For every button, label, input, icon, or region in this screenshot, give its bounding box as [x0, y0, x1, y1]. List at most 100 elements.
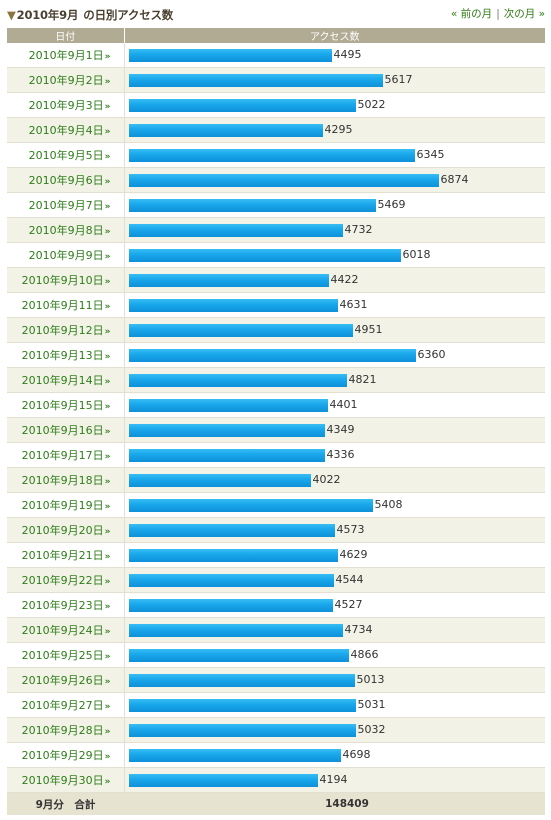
next-month-link[interactable]: 次の月 » [503, 8, 545, 20]
date-cell[interactable]: 2010年9月7日» [7, 192, 125, 218]
access-bar [128, 399, 328, 412]
date-link[interactable]: 2010年9月21日 [21, 549, 104, 562]
date-cell[interactable]: 2010年9月11日» [7, 292, 125, 318]
prev-month-link[interactable]: « 前の月 [450, 8, 493, 20]
bar-cell: 4295 [124, 117, 545, 143]
bar-cell: 4422 [124, 267, 545, 293]
date-link[interactable]: 2010年9月8日 [28, 224, 104, 237]
date-link[interactable]: 2010年9月20日 [21, 524, 104, 537]
nav-separator: | [496, 8, 500, 20]
raquo-icon: » [104, 77, 111, 87]
date-link[interactable]: 2010年9月23日 [21, 599, 104, 612]
raquo-icon: » [104, 252, 111, 262]
date-cell[interactable]: 2010年9月30日» [7, 767, 125, 793]
date-cell[interactable]: 2010年9月24日» [7, 617, 125, 643]
date-cell[interactable]: 2010年9月16日» [7, 417, 125, 443]
date-cell[interactable]: 2010年9月29日» [7, 742, 125, 768]
date-cell[interactable]: 2010年9月21日» [7, 542, 125, 568]
raquo-icon: » [104, 427, 111, 437]
date-link[interactable]: 2010年9月15日 [21, 399, 104, 412]
date-cell[interactable]: 2010年9月12日» [7, 317, 125, 343]
date-link[interactable]: 2010年9月22日 [21, 574, 104, 587]
date-link[interactable]: 2010年9月19日 [21, 499, 104, 512]
date-cell[interactable]: 2010年9月2日» [7, 67, 125, 93]
date-link[interactable]: 2010年9月30日 [21, 774, 104, 787]
date-link[interactable]: 2010年9月25日 [21, 649, 104, 662]
date-link[interactable]: 2010年9月13日 [21, 349, 104, 362]
table-row: 2010年9月21日» 4629 [7, 542, 545, 568]
date-cell[interactable]: 2010年9月18日» [7, 467, 125, 493]
date-cell[interactable]: 2010年9月13日» [7, 342, 125, 368]
access-bar [128, 99, 356, 112]
raquo-icon: » [104, 377, 111, 387]
access-bar [128, 49, 332, 62]
access-count: 6874 [440, 173, 469, 186]
date-link[interactable]: 2010年9月18日 [21, 474, 104, 487]
access-bar [128, 249, 401, 262]
triangle-down-icon: ▼ [7, 8, 16, 22]
date-link[interactable]: 2010年9月26日 [21, 674, 104, 687]
date-cell[interactable]: 2010年9月25日» [7, 642, 125, 668]
date-link[interactable]: 2010年9月7日 [28, 199, 104, 212]
date-cell[interactable]: 2010年9月1日» [7, 43, 125, 68]
date-link[interactable]: 2010年9月3日 [28, 99, 104, 112]
date-cell[interactable]: 2010年9月28日» [7, 717, 125, 743]
table-row: 2010年9月12日» 4951 [7, 317, 545, 343]
raquo-icon: » [104, 402, 111, 412]
date-cell[interactable]: 2010年9月20日» [7, 517, 125, 543]
date-cell[interactable]: 2010年9月14日» [7, 367, 125, 393]
date-cell[interactable]: 2010年9月22日» [7, 567, 125, 593]
table-row: 2010年9月11日» 4631 [7, 292, 545, 318]
date-cell[interactable]: 2010年9月26日» [7, 667, 125, 693]
access-count: 4022 [312, 473, 341, 486]
date-link[interactable]: 2010年9月28日 [21, 724, 104, 737]
bar-cell: 4629 [124, 542, 545, 568]
table-row: 2010年9月17日» 4336 [7, 442, 545, 468]
date-link[interactable]: 2010年9月27日 [21, 699, 104, 712]
date-cell[interactable]: 2010年9月5日» [7, 142, 125, 168]
page-header: ▼2010年9月 の日別アクセス数 « 前の月 | 次の月 » [0, 0, 551, 28]
date-link[interactable]: 2010年9月24日 [21, 624, 104, 637]
date-link[interactable]: 2010年9月5日 [28, 149, 104, 162]
date-cell[interactable]: 2010年9月23日» [7, 592, 125, 618]
table-row: 2010年9月9日» 6018 [7, 242, 545, 268]
date-cell[interactable]: 2010年9月4日» [7, 117, 125, 143]
date-link[interactable]: 2010年9月17日 [21, 449, 104, 462]
date-cell[interactable]: 2010年9月19日» [7, 492, 125, 518]
raquo-icon: » [104, 352, 111, 362]
access-count: 4295 [324, 123, 353, 136]
table-row: 2010年9月10日» 4422 [7, 267, 545, 293]
date-link[interactable]: 2010年9月4日 [28, 124, 104, 137]
date-cell[interactable]: 2010年9月27日» [7, 692, 125, 718]
date-cell[interactable]: 2010年9月15日» [7, 392, 125, 418]
date-link[interactable]: 2010年9月16日 [21, 424, 104, 437]
date-cell[interactable]: 2010年9月10日» [7, 267, 125, 293]
access-count: 5013 [356, 673, 385, 686]
access-bar [128, 224, 343, 237]
access-count: 6018 [402, 248, 431, 261]
date-link[interactable]: 2010年9月14日 [21, 374, 104, 387]
date-link[interactable]: 2010年9月9日 [28, 249, 104, 262]
date-cell[interactable]: 2010年9月17日» [7, 442, 125, 468]
date-link[interactable]: 2010年9月1日 [28, 49, 104, 62]
date-link[interactable]: 2010年9月29日 [21, 749, 104, 762]
access-bar [128, 299, 338, 312]
date-link[interactable]: 2010年9月12日 [21, 324, 104, 337]
date-cell[interactable]: 2010年9月6日» [7, 167, 125, 193]
access-count: 4544 [335, 573, 364, 586]
date-link[interactable]: 2010年9月6日 [28, 174, 104, 187]
access-count: 5408 [374, 498, 403, 511]
table-row: 2010年9月13日» 6360 [7, 342, 545, 368]
date-link[interactable]: 2010年9月11日 [21, 299, 104, 312]
bar-cell: 4544 [124, 567, 545, 593]
date-link[interactable]: 2010年9月10日 [21, 274, 104, 287]
date-cell[interactable]: 2010年9月8日» [7, 217, 125, 243]
column-header-count: アクセス数 [124, 28, 545, 43]
date-cell[interactable]: 2010年9月3日» [7, 92, 125, 118]
date-cell[interactable]: 2010年9月9日» [7, 242, 125, 268]
bar-cell: 4734 [124, 617, 545, 643]
bar-cell: 4022 [124, 467, 545, 493]
bar-cell: 5022 [124, 92, 545, 118]
date-link[interactable]: 2010年9月2日 [28, 74, 104, 87]
table-row: 2010年9月6日» 6874 [7, 167, 545, 193]
